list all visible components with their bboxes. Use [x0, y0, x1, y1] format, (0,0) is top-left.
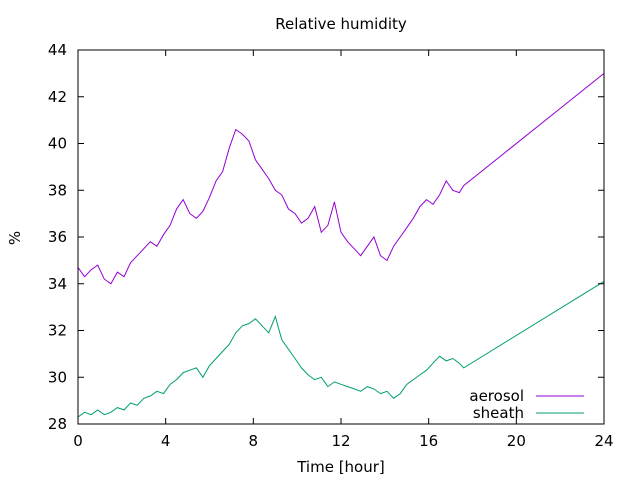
x-tick-label: 0: [73, 432, 83, 450]
y-tick-label: 40: [48, 135, 67, 153]
y-tick-label: 32: [48, 322, 67, 340]
x-tick-label: 4: [161, 432, 171, 450]
plot-lines: [77, 73, 605, 418]
y-tick-label: 42: [48, 88, 67, 106]
series-line-aerosol: [77, 73, 605, 285]
series-line-sheath: [77, 280, 605, 418]
y-tick-label: 38: [48, 181, 67, 199]
x-tick-label: 12: [331, 432, 350, 450]
legend-label-aerosol: aerosol: [469, 387, 524, 405]
x-tick-label: 24: [594, 432, 613, 450]
tick-labels: 0 4 8 12 16 20 24 28 30 32 34 36 38 40 42 44: [48, 41, 614, 450]
plot-frame: [77, 49, 605, 425]
legend-label-sheath: sheath: [473, 404, 524, 422]
y-tick-label: 34: [48, 275, 67, 293]
axis-ticks: [77, 49, 605, 425]
y-axis-label: %: [6, 231, 24, 245]
x-tick-label: 16: [419, 432, 438, 450]
y-tick-label: 44: [48, 41, 67, 59]
x-tick-label: 20: [507, 432, 526, 450]
x-axis-label: Time [hour]: [296, 458, 385, 476]
y-tick-label: 28: [48, 415, 67, 433]
y-tick-label: 36: [48, 228, 67, 246]
x-tick-label: 8: [249, 432, 259, 450]
y-tick-label: 30: [48, 368, 67, 386]
chart-title: Relative humidity: [275, 15, 407, 33]
